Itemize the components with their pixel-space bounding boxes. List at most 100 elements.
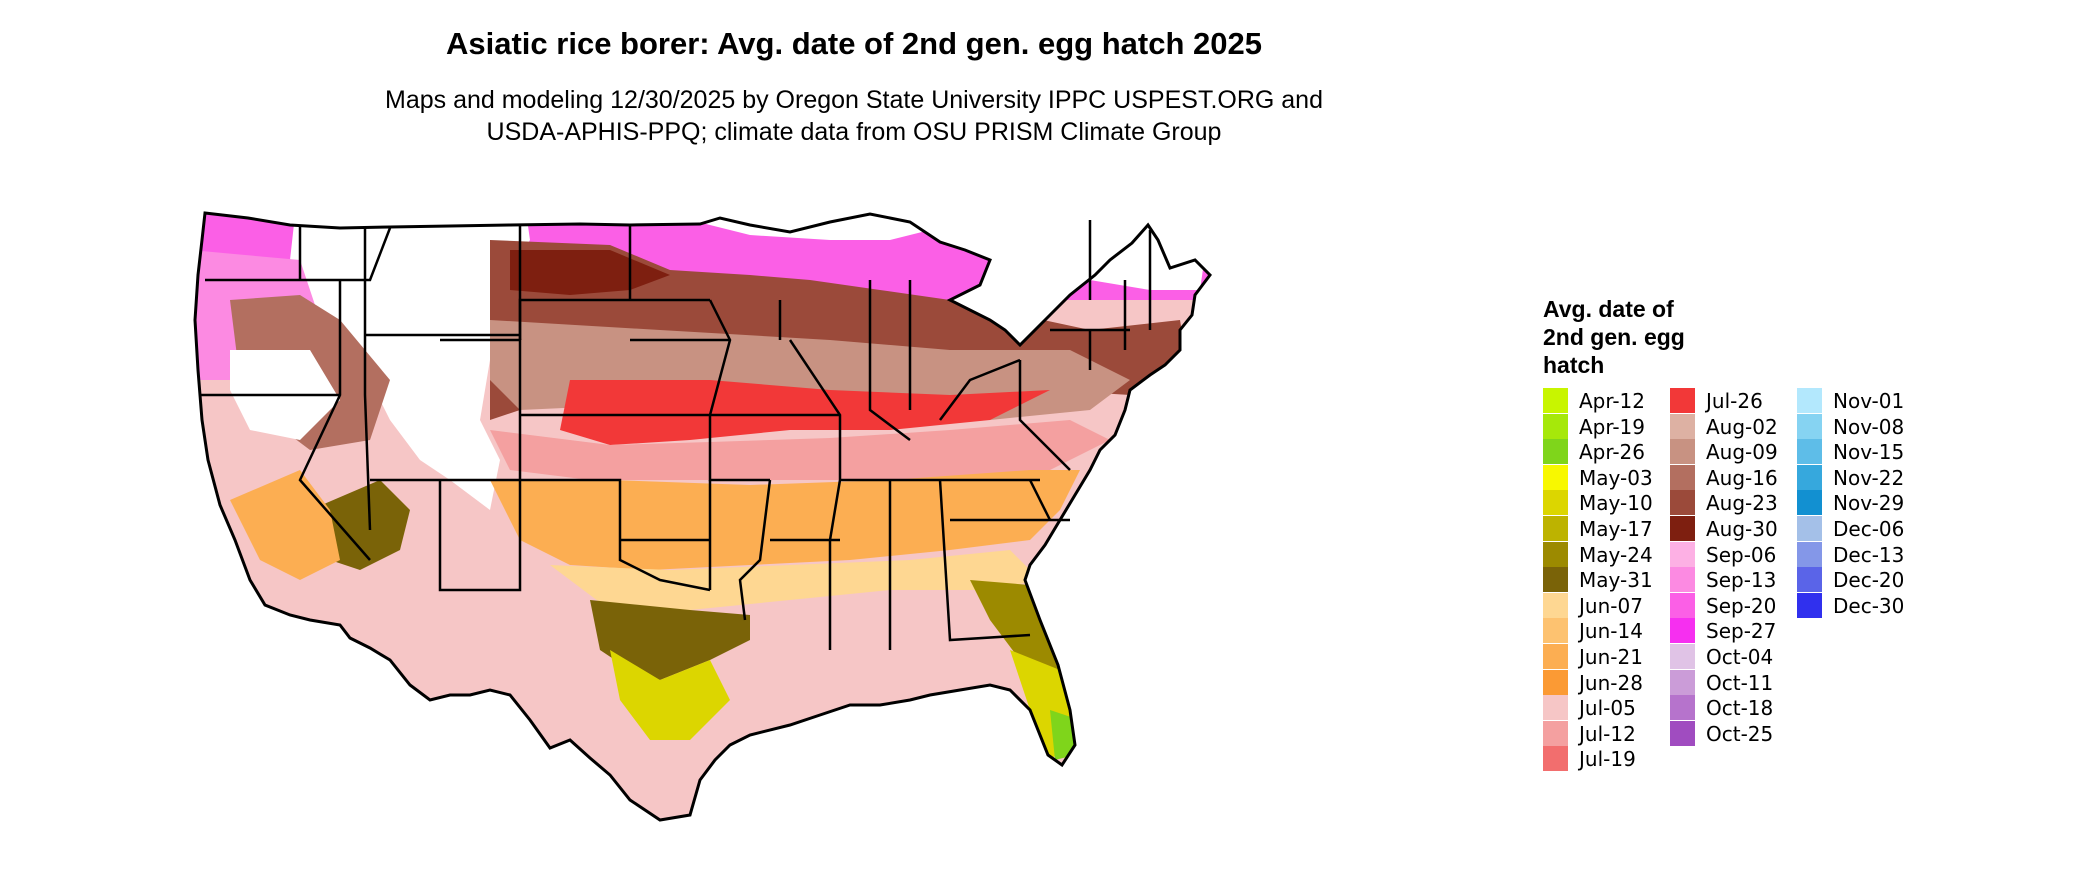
- legend-label: Aug-09: [1706, 440, 1778, 465]
- legend-item: Aug-09: [1670, 439, 1795, 465]
- legend-label: Nov-01: [1833, 389, 1905, 413]
- legend-swatch: [1670, 567, 1695, 593]
- legend-label: Apr-12: [1579, 389, 1645, 413]
- legend-label: Jun-14: [1579, 619, 1643, 644]
- legend-swatch: [1797, 388, 1822, 413]
- legend-label: Nov-08: [1833, 414, 1905, 439]
- legend-swatch: [1543, 515, 1568, 541]
- legend-item: May-10: [1543, 490, 1668, 516]
- legend-item: Jul-05: [1543, 695, 1668, 721]
- legend-swatch: [1670, 515, 1695, 541]
- legend-item: Aug-02: [1670, 413, 1795, 440]
- legend-swatch: [1543, 567, 1568, 593]
- legend-swatch: [1797, 490, 1822, 516]
- legend-item: May-17: [1543, 515, 1668, 542]
- legend-item: Jun-07: [1543, 592, 1668, 619]
- legend-swatch: [1543, 669, 1568, 695]
- legend-title-line: Avg. date of: [1543, 296, 1674, 322]
- zone-mountain-white: [290, 213, 530, 510]
- legend-swatch: [1670, 720, 1695, 746]
- legend-item: Jul-12: [1543, 720, 1668, 747]
- legend-item: Sep-06: [1670, 541, 1795, 568]
- legend-title-line: 2nd gen. egg: [1543, 324, 1685, 350]
- subtitle-line: USDA-APHIS-PPQ; climate data from OSU PR…: [486, 118, 1222, 146]
- legend-item: Sep-20: [1670, 592, 1795, 619]
- legend-title: Avg. date of 2nd gen. egg hatch: [1543, 295, 1743, 379]
- legend-label: Oct-11: [1706, 670, 1774, 695]
- legend-swatch: [1670, 490, 1695, 516]
- legend-item: Jun-28: [1543, 669, 1668, 696]
- legend-label: Sep-13: [1706, 568, 1777, 593]
- map-title: Asiatic rice borer: Avg. date of 2nd gen…: [446, 26, 1262, 61]
- legend-swatch: [1670, 388, 1695, 413]
- legend-swatch: [1797, 439, 1822, 465]
- us-outline-border: [193, 211, 1212, 822]
- legend-label: Sep-20: [1706, 593, 1777, 618]
- legend-label: Dec-06: [1833, 516, 1905, 541]
- legend-column: Apr-12 Apr-19 Apr-26 May-03 May-10 May-17 May-…: [1543, 388, 1668, 772]
- zone-jun-orange: [490, 470, 1080, 570]
- legend-item: Oct-11: [1670, 669, 1795, 696]
- zone-great-lakes-white: [650, 213, 970, 240]
- legend-swatch: [1797, 464, 1822, 490]
- legend-label: May-10: [1579, 491, 1653, 516]
- legend-label: Oct-25: [1706, 721, 1774, 746]
- zone-may-yellow: [610, 650, 730, 740]
- legend-column: Nov-01 Nov-08 Nov-15 Nov-22 Nov-29 Dec-06 Dec-…: [1797, 388, 1922, 618]
- legend-swatch: [1670, 669, 1695, 695]
- legend-label: Dec-13: [1833, 542, 1905, 567]
- map-subtitle: Maps and modeling 12/30/2025 by Oregon S…: [0, 84, 1708, 148]
- legend-item: Nov-22: [1797, 464, 1922, 491]
- legend-label: Jul-26: [1706, 389, 1763, 413]
- legend-label: Jul-12: [1579, 721, 1636, 746]
- legend-label: May-24: [1579, 542, 1653, 567]
- legend-swatch: [1543, 746, 1568, 772]
- legend-label: Nov-29: [1833, 491, 1905, 516]
- legend-swatch: [1670, 413, 1695, 439]
- legend-label: Jun-28: [1579, 670, 1643, 695]
- legend-label: Oct-04: [1706, 644, 1774, 669]
- legend-item: May-24: [1543, 541, 1668, 568]
- zone-jul-pink: [490, 420, 1110, 480]
- legend-item: Oct-25: [1670, 720, 1795, 747]
- legend-item: Aug-30: [1670, 515, 1795, 542]
- legend-item: Apr-19: [1543, 413, 1668, 440]
- zone-california-orange: [230, 470, 340, 580]
- legend-item: Jul-19: [1543, 746, 1668, 772]
- legend-swatch: [1543, 413, 1568, 439]
- legend-label: May-03: [1579, 465, 1653, 490]
- legend-swatch: [1670, 592, 1695, 618]
- legend-item: Oct-04: [1670, 643, 1795, 670]
- hatch-date-zones: [195, 213, 1210, 760]
- legend-swatch: [1543, 439, 1568, 465]
- legend-item: Sep-13: [1670, 567, 1795, 593]
- legend-item: Nov-29: [1797, 490, 1922, 516]
- zone-jul-red: [560, 380, 1050, 445]
- legend-item: Dec-06: [1797, 515, 1922, 542]
- legend-swatch: [1543, 618, 1568, 644]
- legend-label: Aug-23: [1706, 491, 1778, 516]
- legend-swatch: [1543, 541, 1568, 567]
- subtitle-line: Maps and modeling 12/30/2025 by Oregon S…: [385, 86, 1323, 114]
- legend-item: Nov-15: [1797, 439, 1922, 465]
- legend-swatch: [1543, 592, 1568, 618]
- legend-label: Jun-07: [1579, 593, 1643, 618]
- legend-label: Sep-27: [1706, 619, 1777, 644]
- legend-item: Apr-26: [1543, 439, 1668, 465]
- legend-label: Jul-05: [1579, 696, 1636, 721]
- legend-item: Jun-21: [1543, 643, 1668, 670]
- legend-label: Sep-06: [1706, 542, 1777, 567]
- legend-swatch: [1543, 464, 1568, 490]
- legend-label: Aug-16: [1706, 465, 1778, 490]
- legend-swatch: [1670, 618, 1695, 644]
- legend-item: Dec-20: [1797, 567, 1922, 593]
- legend-label: Apr-19: [1579, 414, 1645, 439]
- legend-item: Jul-26: [1670, 388, 1795, 414]
- legend-swatch: [1797, 541, 1822, 567]
- legend-label: Jun-21: [1579, 644, 1643, 669]
- legend-swatch: [1670, 439, 1695, 465]
- legend-item: Jun-14: [1543, 618, 1668, 644]
- zone-florida-green: [1050, 710, 1080, 760]
- legend-swatch: [1670, 464, 1695, 490]
- legend-item: May-03: [1543, 464, 1668, 491]
